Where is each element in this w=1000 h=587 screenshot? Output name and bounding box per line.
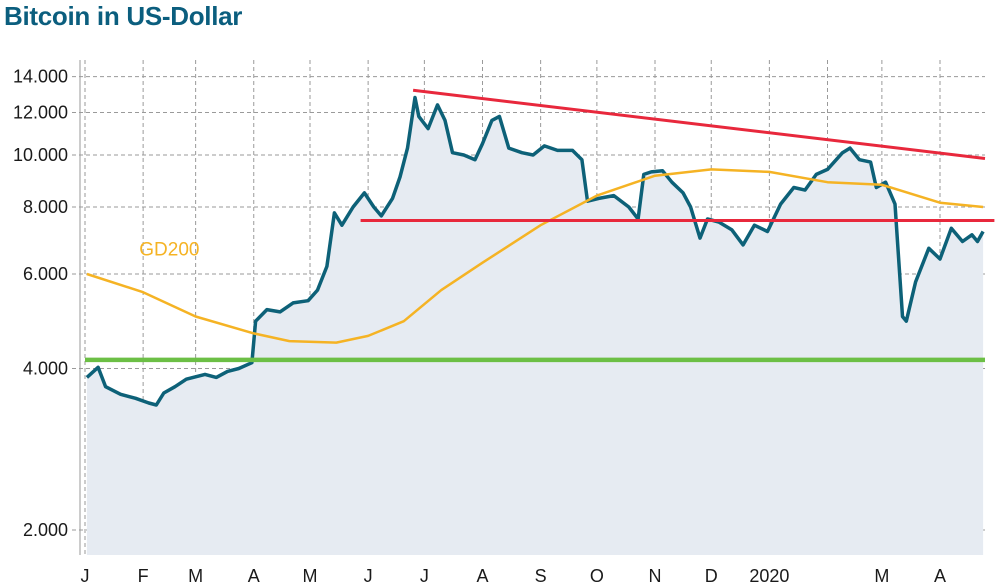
y-tick-label: 4.000 xyxy=(23,359,68,379)
gd200-line xyxy=(86,168,984,344)
resistance-trendline xyxy=(412,88,986,160)
x-tick-label: A xyxy=(934,566,946,586)
price-area xyxy=(86,97,984,555)
x-tick-label: N xyxy=(649,566,662,586)
x-tick-label: O xyxy=(590,566,604,586)
y-tick-label: 14.000 xyxy=(13,67,68,87)
y-tick-label: 2.000 xyxy=(23,520,68,540)
x-tick-label: D xyxy=(705,566,718,586)
x-tick-label: M xyxy=(303,566,318,586)
y-tick-label: 10.000 xyxy=(13,145,68,165)
x-tick-label: S xyxy=(535,566,547,586)
x-tick-label: M xyxy=(188,566,203,586)
x-tick-label: A xyxy=(248,566,260,586)
x-tick-label: J xyxy=(81,566,90,586)
y-tick-label: 6.000 xyxy=(23,264,68,284)
x-tick-label: J xyxy=(420,566,429,586)
chart-title: Bitcoin in US-Dollar xyxy=(4,1,243,31)
x-tick-label: J xyxy=(364,566,373,586)
y-axis: 2.000 4.000 6.000 8.000 10.000 12.000 14.000 xyxy=(13,67,68,540)
x-tick-label: F xyxy=(138,566,149,586)
x-tick-label: 2020 xyxy=(749,566,789,586)
y-tick-label: 8.000 xyxy=(23,197,68,217)
bitcoin-price-line xyxy=(85,95,985,407)
x-tick-label: M xyxy=(874,566,889,586)
y-tick-label: 12.000 xyxy=(13,103,68,123)
price-area-fill xyxy=(86,97,984,555)
x-axis: J F M A M J J A S O N D 2020 M A xyxy=(81,566,947,586)
gd200-label: GD200 xyxy=(139,239,199,260)
series-lines xyxy=(85,88,995,407)
x-tick-label: A xyxy=(476,566,488,586)
series-labels: GD200 xyxy=(139,239,199,260)
